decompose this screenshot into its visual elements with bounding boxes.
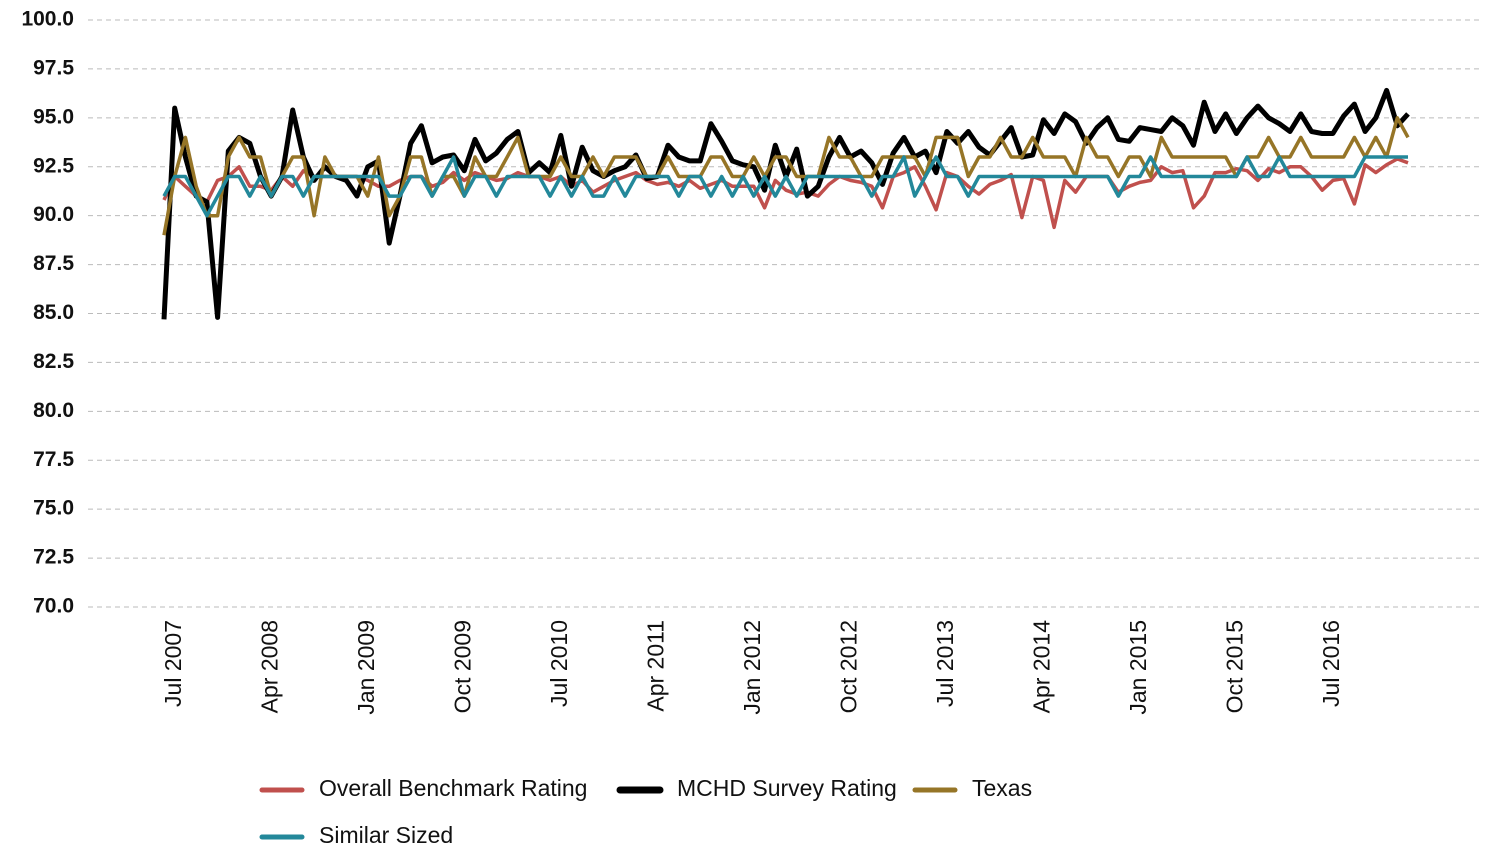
- x-tick-label: Jan 2015: [1125, 620, 1151, 715]
- y-tick-label: 80.0: [33, 399, 74, 422]
- x-tick-label: Apr 2008: [256, 620, 282, 713]
- x-tick-label: Jan 2009: [353, 620, 379, 715]
- y-tick-label: 92.5: [33, 154, 74, 177]
- x-tick-label: Jul 2007: [160, 620, 186, 707]
- legend-label: MCHD Survey Rating: [677, 775, 897, 801]
- x-tick-label: Jul 2013: [932, 620, 958, 707]
- y-tick-label: 77.5: [33, 448, 74, 471]
- series-line: [162, 116, 1410, 236]
- y-tick-label: 82.5: [33, 350, 74, 373]
- y-tick-label: 75.0: [33, 497, 74, 520]
- y-tick-label: 95.0: [33, 105, 74, 128]
- series-line: [162, 155, 1408, 218]
- legend-label: Overall Benchmark Rating: [319, 775, 587, 801]
- y-tick-label: 85.0: [33, 301, 74, 324]
- y-tick-label: 70.0: [33, 595, 74, 618]
- legend-label: Texas: [972, 775, 1032, 801]
- x-tick-label: Oct 2012: [835, 620, 861, 713]
- x-tick-label: Jul 2010: [546, 620, 572, 707]
- y-tick-label: 97.5: [33, 56, 74, 79]
- legend-label: Similar Sized: [319, 822, 453, 848]
- y-tick-label: 90.0: [33, 203, 74, 226]
- x-tick-label: Apr 2014: [1028, 620, 1054, 714]
- y-tick-label: 72.5: [33, 546, 74, 569]
- x-tick-label: Oct 2015: [1221, 620, 1247, 713]
- x-tick-label: Apr 2011: [642, 620, 668, 712]
- x-tick-label: Jan 2012: [739, 620, 765, 715]
- y-tick-label: 87.5: [33, 252, 74, 275]
- x-tick-label: Oct 2009: [449, 620, 475, 713]
- series-line: [161, 87, 1410, 320]
- x-tick-label: Jul 2016: [1318, 620, 1344, 707]
- y-tick-label: 100.0: [21, 8, 74, 31]
